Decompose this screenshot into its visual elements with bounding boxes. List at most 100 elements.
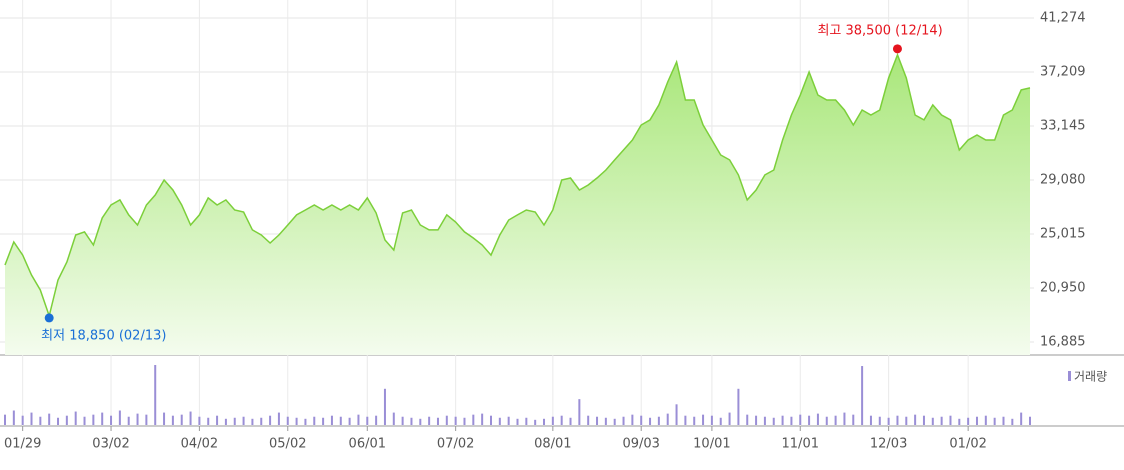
y-tick-label: 20,950: [1040, 280, 1086, 295]
volume-bar: [816, 413, 819, 425]
volume-bar: [454, 416, 457, 425]
volume-bar: [781, 415, 784, 425]
volume-bar: [436, 417, 439, 425]
y-tick-label: 25,015: [1040, 226, 1086, 241]
volume-bar: [101, 412, 104, 425]
volume-bar: [1011, 418, 1014, 425]
volume-bar: [569, 417, 572, 425]
volume-bar: [808, 415, 811, 425]
volume-bar: [834, 415, 837, 425]
volume-bar: [330, 415, 333, 425]
volume-bar: [92, 414, 95, 425]
volume-bar: [790, 416, 793, 425]
volume-bar: [640, 415, 643, 425]
volume-bar: [843, 412, 846, 425]
volume-bar: [763, 416, 766, 425]
volume-bar: [914, 414, 917, 425]
volume-bar: [507, 416, 510, 425]
legend-swatch: [1068, 371, 1071, 381]
volume-bar: [622, 416, 625, 425]
volume-bar: [737, 388, 740, 425]
volume-bar: [587, 415, 590, 425]
volume-bar: [277, 412, 280, 425]
volume-bar: [145, 414, 148, 425]
volume-bar: [613, 418, 616, 425]
x-tick-label: 10/01: [693, 437, 730, 452]
volume-bar: [498, 417, 501, 425]
volume-bar: [428, 416, 431, 425]
volume-bar: [118, 410, 121, 425]
volume-bar: [967, 417, 970, 425]
volume-bar: [516, 418, 519, 425]
volume-bar: [419, 418, 422, 425]
volume-bar: [322, 417, 325, 425]
volume-bar: [551, 416, 554, 425]
extreme-label: 최고 38,500 (12/14): [817, 23, 942, 38]
volume-bar: [348, 417, 351, 425]
volume-bar: [825, 416, 828, 425]
x-tick-label: 05/02: [269, 437, 306, 452]
volume-bar: [251, 418, 254, 425]
volume-bar: [852, 414, 855, 425]
volume-bar: [940, 416, 943, 425]
volume-bar: [127, 416, 130, 425]
extreme-label: 최저 18,850 (02/13): [41, 328, 166, 343]
volume-bar: [958, 418, 961, 425]
volume-bar: [887, 417, 890, 425]
volume-bar: [83, 416, 86, 425]
volume-bar: [136, 413, 139, 425]
x-tick-label: 08/01: [534, 437, 571, 452]
volume-bar: [649, 417, 652, 425]
y-tick-label: 29,080: [1040, 172, 1086, 187]
volume-bar: [401, 416, 404, 425]
price-area: [5, 54, 1030, 356]
volume-bar: [481, 413, 484, 425]
volume-bar: [702, 414, 705, 425]
volume-bar: [728, 412, 731, 425]
volume-bar: [463, 417, 466, 425]
volume-bar: [233, 417, 236, 425]
volume-bar: [869, 415, 872, 425]
extreme-marker: [44, 313, 54, 323]
volume-bar: [189, 411, 192, 425]
y-tick-label: 16,885: [1040, 335, 1086, 350]
volume-bar: [1029, 416, 1031, 425]
volume-bar: [383, 388, 386, 425]
volume-bar: [163, 412, 166, 425]
volume-bar: [74, 411, 77, 425]
volume-bar: [110, 415, 113, 425]
volume-bar: [984, 415, 987, 425]
volume-bar: [392, 412, 395, 425]
y-tick-label: 33,145: [1040, 118, 1086, 133]
volume-bar: [675, 404, 678, 425]
volume-bar: [30, 412, 33, 425]
volume-bar: [666, 413, 669, 425]
volume-bar: [304, 418, 307, 425]
volume-bar: [65, 415, 68, 425]
volume-bar: [578, 399, 581, 425]
volume-bar: [861, 366, 864, 425]
x-tick-label: 09/03: [622, 437, 659, 452]
x-tick-label: 07/02: [437, 437, 474, 452]
volume-bar: [878, 416, 881, 425]
volume-bar: [905, 416, 908, 425]
volume-bar: [710, 415, 713, 425]
x-tick-label: 01/29: [4, 437, 41, 452]
volume-bar: [472, 414, 475, 425]
volume-bar: [286, 416, 289, 425]
volume-bar: [242, 416, 245, 425]
volume-bar: [57, 417, 60, 425]
volume-bar: [260, 417, 263, 425]
x-tick-label: 04/02: [181, 437, 218, 452]
x-tick-label: 06/01: [349, 437, 386, 452]
volume-bar: [975, 416, 978, 425]
volume-bar: [269, 415, 272, 425]
y-tick-label: 41,274: [1040, 11, 1086, 26]
volume-bar: [719, 417, 722, 425]
volume-bar: [445, 415, 448, 425]
volume-bar: [949, 415, 952, 425]
volume-bar: [154, 365, 157, 425]
extreme-marker: [892, 44, 902, 54]
volume-bar: [684, 415, 687, 425]
